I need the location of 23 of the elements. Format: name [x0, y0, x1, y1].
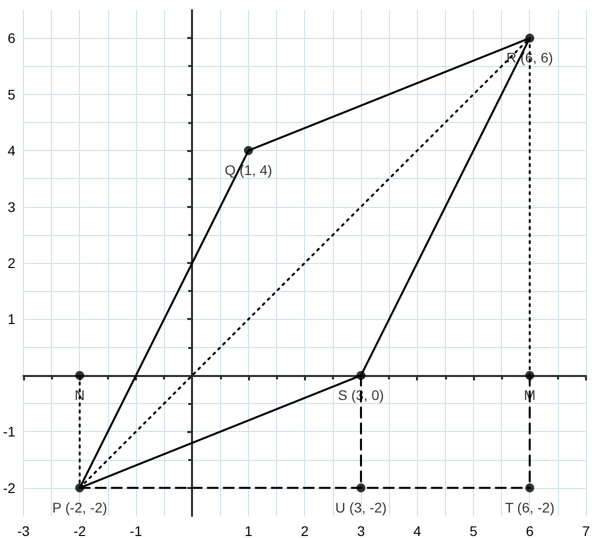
x-tick-label: 3: [357, 523, 366, 538]
x-tick-label: 2: [300, 523, 309, 538]
y-tick-label: 1: [8, 311, 16, 328]
y-tick-label: -2: [2, 480, 16, 496]
x-tick-label: 7: [582, 523, 590, 538]
data-label: N: [74, 386, 85, 403]
y-tick-label: -1: [2, 424, 16, 440]
data-label: U (3, -2): [335, 499, 387, 516]
x-tick-label: 1: [244, 523, 253, 538]
x-tick-label: -3: [17, 523, 30, 538]
y-tick-label: 6: [8, 30, 16, 46]
x-tick-label: 4: [413, 523, 422, 538]
data-label: T (6, -2): [504, 499, 555, 516]
x-tick-label: 5: [470, 523, 478, 538]
y-tick-label: 2: [8, 255, 16, 271]
x-tick-label: -2: [73, 523, 86, 538]
data-label: Q (1, 4): [224, 162, 272, 178]
y-tick-label: 4: [8, 142, 16, 159]
data-label: P (-2, -2): [52, 499, 108, 516]
y-tick-label: 3: [8, 198, 16, 215]
y-tick-label: 5: [8, 86, 16, 102]
x-tick-label: 6: [526, 523, 534, 538]
x-tick-label: -1: [130, 523, 142, 538]
